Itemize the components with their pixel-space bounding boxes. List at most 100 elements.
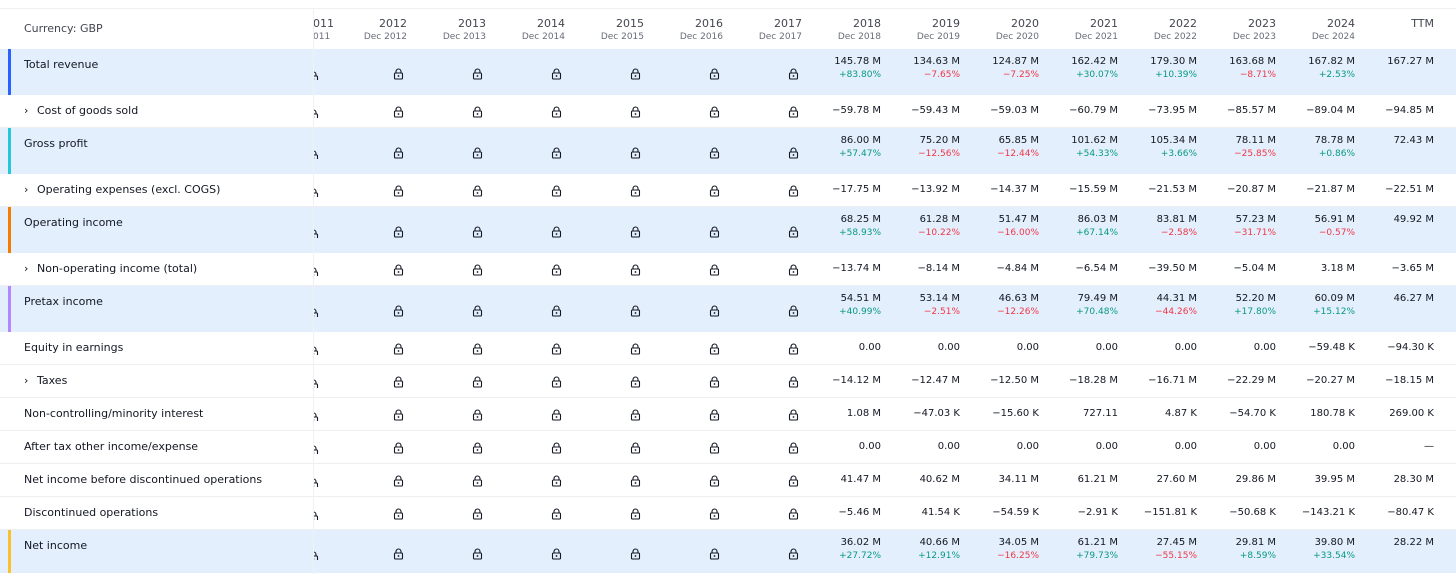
year-label: 2014: [537, 17, 565, 30]
table-row: Net income before discontinued operation…: [0, 464, 1456, 497]
value-cell: −20.27 M: [1275, 374, 1355, 388]
value-cell: 39.95 M: [1275, 473, 1355, 487]
row-label[interactable]: › Taxes: [24, 374, 67, 387]
change-text: +70.48%: [1076, 307, 1118, 317]
date-label: Dec 2023: [1232, 32, 1276, 42]
value-cell: 56.91 M −0.57%: [1275, 213, 1355, 240]
value-cell: 0.00: [959, 341, 1039, 355]
lock-icon: [313, 376, 333, 388]
chevron-right-icon[interactable]: ›: [24, 262, 29, 275]
value-cell: 163.68 M −8.71%: [1196, 55, 1276, 82]
value-text: −16.71 M: [1148, 375, 1197, 386]
date-label: Dec 2013: [442, 32, 486, 42]
lock-icon: [788, 343, 799, 355]
ttm-cell: −3.65 M: [1354, 262, 1434, 276]
row-accent-bar: [8, 128, 11, 174]
chevron-right-icon[interactable]: ›: [24, 374, 29, 387]
value-cell: −59.48 K: [1275, 341, 1355, 355]
lock-icon: [313, 305, 333, 317]
value-cell: 124.87 M −7.25%: [959, 55, 1039, 82]
value-cell: −12.50 M: [959, 374, 1039, 388]
year-label: 2013: [458, 17, 486, 30]
row-label-text: Net income before discontinued operation…: [24, 473, 263, 486]
date-label: 011: [313, 32, 331, 42]
year-header-2018: 2018 Dec 2018: [801, 16, 881, 43]
value-cell: 167.82 M +2.53%: [1275, 55, 1355, 82]
year-header-2023: 2023 Dec 2023: [1196, 16, 1276, 43]
value-cell: −13.92 M: [880, 183, 960, 197]
lock-icon: [709, 475, 720, 487]
value-text: 40.62 M: [919, 474, 960, 485]
change-text: +79.73%: [1076, 551, 1118, 561]
value-cell: 27.60 M: [1117, 473, 1197, 487]
row-label[interactable]: › Non-operating income (total): [24, 262, 197, 275]
value-cell: 57.23 M −31.71%: [1196, 213, 1276, 240]
change-text: +30.07%: [1076, 70, 1118, 80]
value-text: 0.00: [1253, 441, 1276, 452]
date-label: Dec 2019: [916, 32, 960, 42]
chevron-right-icon[interactable]: ›: [24, 183, 29, 196]
value-text: 52.20 M: [1235, 293, 1276, 304]
lock-icon: [472, 442, 483, 454]
value-cell: 3.18 M: [1275, 262, 1355, 276]
value-cell: 41.47 M: [801, 473, 881, 487]
value-text: 54.51 M: [840, 293, 881, 304]
lock-icon: [551, 106, 562, 118]
value-cell: 75.20 M −12.56%: [880, 134, 960, 161]
value-cell: 180.78 K: [1275, 407, 1355, 421]
value-cell: 1.08 M: [801, 407, 881, 421]
value-text: −20.87 M: [1227, 184, 1276, 195]
value-text: −94.85 M: [1385, 105, 1434, 116]
value-text: −60.79 M: [1069, 105, 1118, 116]
value-text: −80.47 K: [1387, 507, 1434, 518]
ttm-cell: —: [1354, 440, 1434, 454]
value-cell: 0.00: [1117, 440, 1197, 454]
date-label: Dec 2018: [837, 32, 881, 42]
row-label: Non-controlling/minority interest: [24, 407, 203, 420]
row-label[interactable]: › Cost of goods sold: [24, 104, 138, 117]
table-row[interactable]: › Operating expenses (excl. COGS) −17.75 M…: [0, 174, 1456, 207]
value-text: 0.00: [1095, 342, 1118, 353]
value-cell: 0.00: [880, 341, 960, 355]
lock-icon: [393, 343, 404, 355]
change-text: +12.91%: [918, 551, 960, 561]
value-cell: −59.03 M: [959, 104, 1039, 118]
row-label-text: Pretax income: [24, 295, 103, 308]
value-cell: 0.00: [880, 440, 960, 454]
row-accent-bar: [8, 286, 11, 332]
value-text: 1.08 M: [846, 408, 881, 419]
value-cell: 0.00: [1117, 341, 1197, 355]
date-label: Dec 2021: [1074, 32, 1118, 42]
value-cell: 27.45 M −55.15%: [1117, 536, 1197, 563]
row-label-text: Cost of goods sold: [37, 104, 139, 117]
chevron-right-icon[interactable]: ›: [24, 104, 29, 117]
value-cell: −54.59 K: [959, 506, 1039, 520]
value-text: 60.09 M: [1314, 293, 1355, 304]
lock-icon: [472, 475, 483, 487]
value-cell: 60.09 M +15.12%: [1275, 292, 1355, 319]
table-row[interactable]: › Taxes −14.12 M −12.47 M −12.50 M −18.28 M −1…: [0, 365, 1456, 398]
row-label-text: Equity in earnings: [24, 341, 124, 354]
table-row[interactable]: › Cost of goods sold −59.78 M −59.43 M −59.0…: [0, 95, 1456, 128]
value-cell: 34.05 M −16.25%: [959, 536, 1039, 563]
table-row[interactable]: › Non-operating income (total) −13.74 M −8.…: [0, 253, 1456, 286]
row-label: Operating income: [24, 216, 123, 229]
value-text: −94.30 K: [1387, 342, 1434, 353]
lock-icon: [630, 264, 641, 276]
lock-icon: [313, 343, 333, 355]
row-label: Net income: [24, 539, 87, 552]
lock-icon: [393, 409, 404, 421]
value-text: 167.82 M: [1308, 56, 1355, 67]
lock-icon: [551, 475, 562, 487]
lock-icon: [709, 185, 720, 197]
value-text: 72.43 M: [1393, 135, 1434, 146]
value-text: −4.84 M: [996, 263, 1039, 274]
value-cell: 0.00: [1275, 440, 1355, 454]
value-text: 0.00: [937, 441, 960, 452]
value-cell: −85.57 M: [1196, 104, 1276, 118]
value-text: 65.85 M: [998, 135, 1039, 146]
currency-label: Currency: GBP: [24, 22, 103, 35]
change-text: −8.71%: [1239, 70, 1276, 80]
lock-icon: [788, 475, 799, 487]
row-label[interactable]: › Operating expenses (excl. COGS): [24, 183, 220, 196]
